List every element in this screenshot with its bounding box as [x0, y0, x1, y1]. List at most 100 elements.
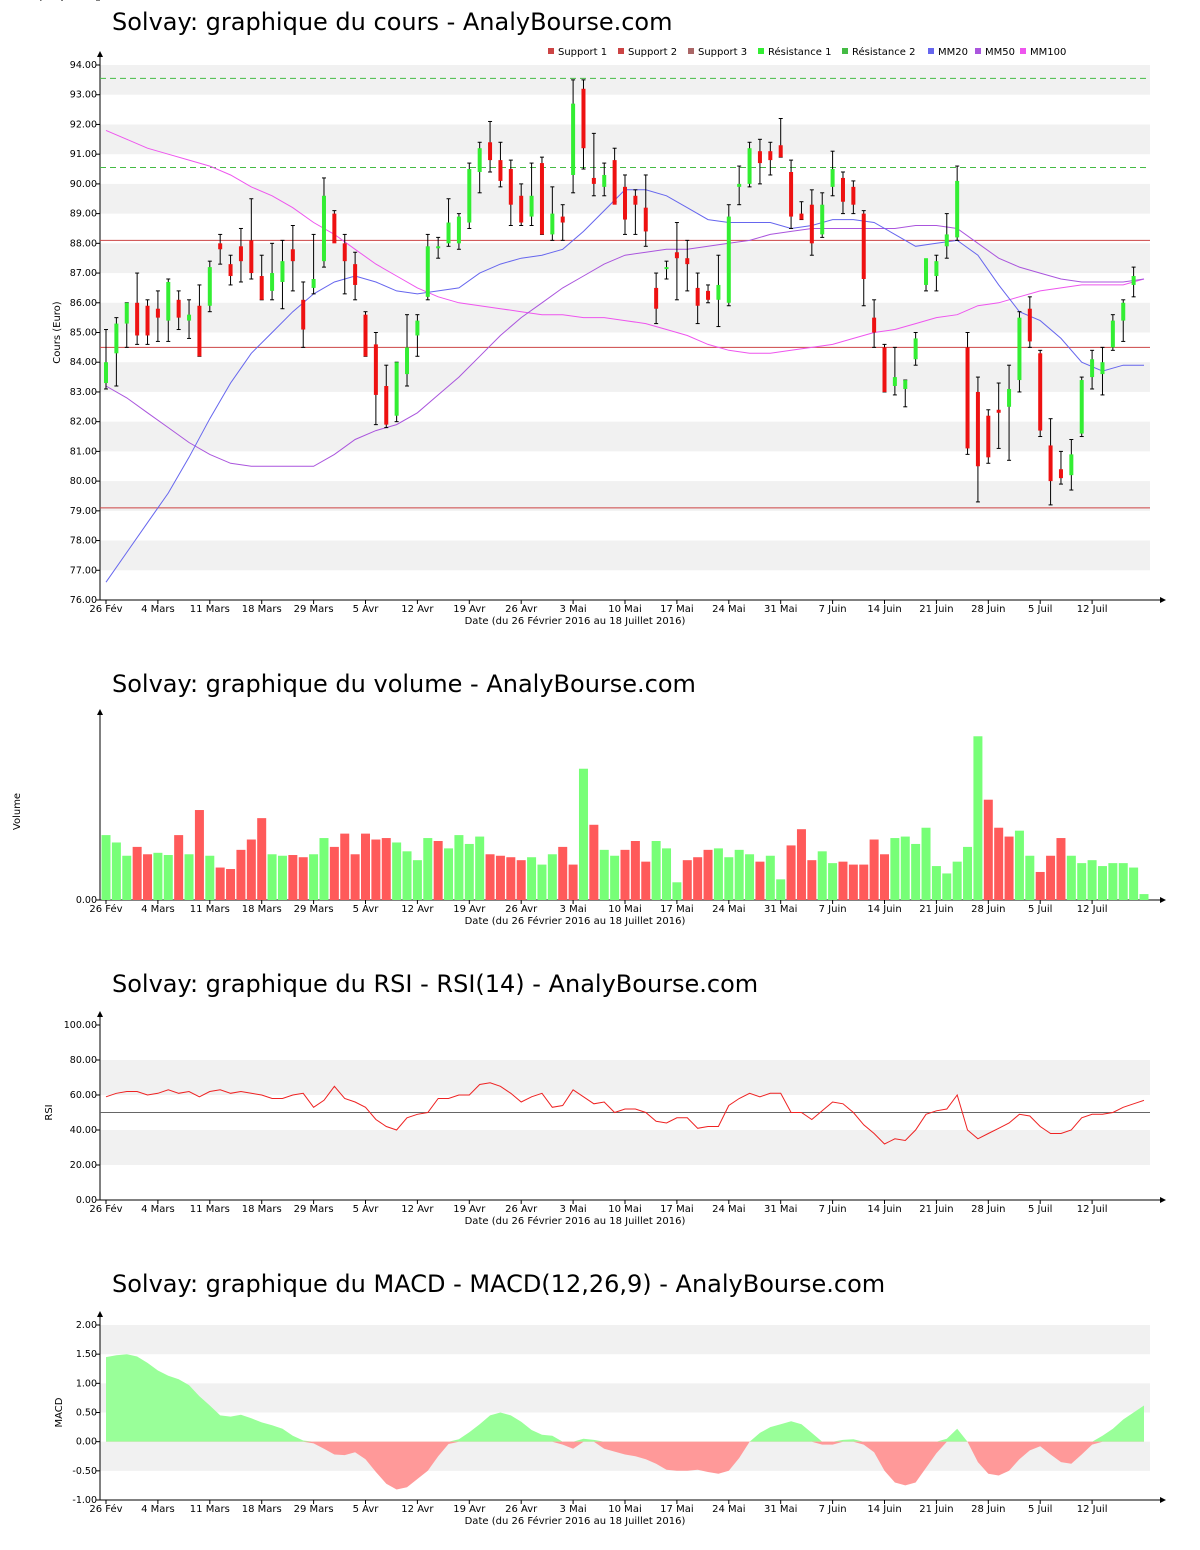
- volume-y-tick-label: 0.00: [76, 895, 97, 906]
- volume-bar: [547, 854, 557, 900]
- price-candle-up: [529, 195, 534, 217]
- price-candle-down: [996, 409, 1001, 413]
- rsi-x-tick-label: 21 Juin: [919, 1204, 953, 1215]
- price-candle-down: [778, 145, 783, 158]
- volume-bar: [703, 849, 713, 900]
- volume-bar: [890, 838, 900, 900]
- legend-swatch: [688, 48, 694, 54]
- price-y-tick-label: 82.00: [70, 417, 97, 428]
- price-x-tick-label: 19 Avr: [453, 604, 486, 615]
- macd-x-tick-label: 31 Mai: [764, 1504, 797, 1515]
- macd-x-tick-label: 11 Mars: [190, 1504, 230, 1515]
- price-grid-band: [100, 302, 1150, 333]
- volume-bar: [1118, 863, 1128, 900]
- volume-bar: [828, 863, 838, 900]
- price-candle-down: [176, 299, 181, 318]
- price-candle-up: [425, 246, 430, 297]
- price-candle-up: [1110, 320, 1115, 348]
- rsi-x-tick-label: 4 Mars: [141, 1204, 175, 1215]
- price-y-tick-label: 84.00: [70, 357, 97, 368]
- rsi-line: [105, 1082, 1145, 1145]
- volume-bar: [713, 848, 723, 900]
- price-x-tick-label: 29 Mars: [294, 604, 334, 615]
- price-candle-up: [1121, 302, 1126, 321]
- price-y-tick-label: 94.00: [70, 60, 97, 71]
- volume-y-tick-label: 1,200,000.00: [34, 0, 97, 3]
- price-y-tick-label: 91.00: [70, 149, 97, 160]
- volume-bar: [568, 864, 578, 900]
- rsi-y-tick-label: 40.00: [70, 1125, 97, 1136]
- rsi-y-tick-label: 20.00: [70, 1160, 97, 1171]
- volume-bar: [392, 842, 402, 900]
- volume-bar: [1087, 860, 1097, 900]
- volume-x-tick-label: 19 Avr: [453, 904, 486, 915]
- price-grid-band: [100, 540, 1150, 571]
- rsi-x-tick-label: 5 Avr: [353, 1204, 380, 1215]
- price-y-tick-label: 87.00: [70, 268, 97, 279]
- price-candle-up: [1131, 276, 1136, 285]
- price-candle-down: [654, 287, 659, 309]
- legend-swatch: [842, 48, 848, 54]
- price-candle-down: [789, 172, 794, 217]
- volume-bar: [911, 843, 921, 900]
- volume-bar: [454, 835, 464, 900]
- legend-label: Support 2: [628, 47, 677, 58]
- legend-label: MM100: [1030, 47, 1066, 58]
- price-grid-band: [100, 421, 1150, 452]
- volume-bar: [1014, 830, 1024, 900]
- legend-label: Résistance 2: [852, 46, 915, 58]
- price-candle-down: [1038, 353, 1043, 431]
- price-candle-up: [944, 234, 949, 247]
- price-y-tick-label: 77.00: [70, 565, 97, 576]
- legend-swatch: [548, 48, 554, 54]
- volume-x-tick-label: 5 Avr: [353, 904, 380, 915]
- volume-x-tick-label: 5 Juil: [1028, 904, 1052, 915]
- price-y-tick-label: 86.00: [70, 298, 97, 309]
- volume-bar: [693, 857, 703, 900]
- volume-bar: [257, 818, 267, 900]
- price-candle-down: [623, 186, 627, 220]
- volume-bar: [1097, 866, 1107, 900]
- rsi-x-tick-label: 26 Avr: [505, 1204, 538, 1215]
- volume-bar: [994, 827, 1004, 900]
- price-y-tick-label: 76.00: [70, 595, 97, 606]
- price-x-tick-label: 4 Mars: [141, 604, 175, 615]
- macd-x-tick-label: 28 Juin: [971, 1504, 1005, 1515]
- volume-y-axis-label: Volume: [12, 793, 23, 830]
- macd-x-axis-arrow: [1160, 1497, 1166, 1503]
- volume-bar: [412, 860, 422, 900]
- price-y-tick-label: 80.00: [70, 476, 97, 487]
- price-candle-up: [903, 380, 908, 389]
- rsi-chart-title: Solvay: graphique du RSI - RSI(14) - Ana…: [112, 970, 759, 998]
- price-grid-band: [100, 243, 1150, 274]
- macd-y-tick-label: 0.50: [76, 1408, 97, 1419]
- rsi-grid-band: [100, 1060, 1150, 1095]
- price-candle-down: [560, 216, 565, 223]
- volume-bar: [921, 827, 931, 900]
- price-y-tick-label: 79.00: [70, 506, 97, 517]
- price-candle-down: [488, 142, 493, 161]
- macd-negative-area: [106, 1441, 1144, 1490]
- volume-bar: [361, 833, 370, 900]
- macd-x-tick-label: 26 Avr: [505, 1504, 538, 1515]
- volume-bar: [807, 860, 817, 900]
- macd-chart-title: Solvay: graphique du MACD - MACD(12,26,9…: [112, 1270, 886, 1298]
- legend-swatch: [928, 48, 934, 54]
- price-candle-up: [913, 338, 918, 360]
- price-candle-up: [456, 216, 461, 244]
- volume-x-axis-arrow: [1160, 897, 1166, 903]
- volume-bar: [942, 873, 952, 900]
- macd-x-tick-label: 5 Juil: [1028, 1504, 1052, 1515]
- macd-y-tick-label: 0.00: [76, 1437, 97, 1448]
- volume-bar: [309, 854, 319, 900]
- volume-bar: [246, 839, 256, 900]
- price-candle-down: [695, 287, 700, 306]
- volume-y-axis-arrow: [97, 709, 103, 715]
- legend-swatch: [758, 48, 764, 54]
- macd-x-tick-label: 17 Mai: [660, 1504, 693, 1515]
- volume-bar: [931, 866, 941, 900]
- legend-label: Résistance 1: [768, 46, 831, 58]
- legend-label: MM20: [938, 47, 968, 58]
- volume-bar: [153, 852, 163, 900]
